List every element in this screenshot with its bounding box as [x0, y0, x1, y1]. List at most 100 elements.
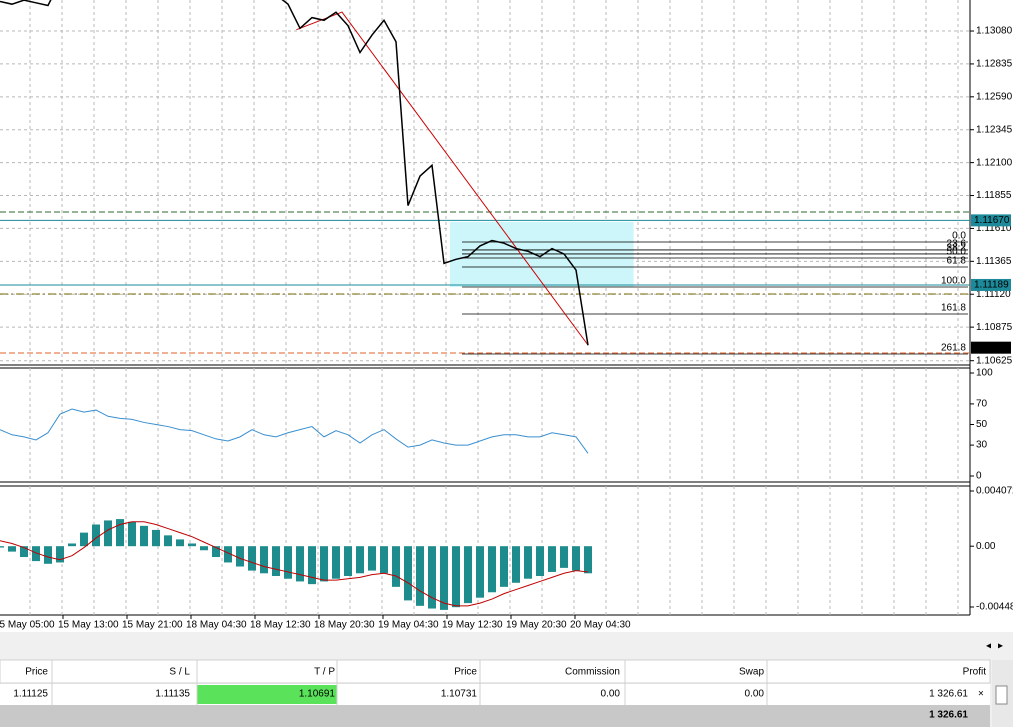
macd-bar [416, 546, 424, 606]
macd-tick-label: 0.004072 [976, 486, 1013, 497]
macd-bar [32, 546, 40, 562]
price-line [0, 0, 589, 346]
time-label: 20 May 04:30 [570, 620, 631, 631]
fib-label: 100.0 [941, 276, 966, 287]
macd-bar [332, 546, 340, 579]
column-header: T / P [314, 667, 335, 678]
level-label: 1.11670 [974, 215, 1010, 226]
macd-bar [548, 546, 556, 572]
price-tick-label: 1.11365 [976, 256, 1012, 267]
macd-bar [344, 546, 352, 577]
macd-bar [0, 546, 4, 548]
macd-bar [500, 546, 508, 587]
macd-bar [176, 539, 184, 547]
macd-bar [56, 546, 64, 563]
cell: 0.00 [601, 689, 621, 700]
rsi-line [0, 408, 589, 454]
macd-bar [212, 546, 220, 558]
rsi-tick-label: 70 [976, 399, 988, 410]
macd-bar [236, 546, 244, 567]
macd-bar [368, 546, 376, 571]
macd-bar [128, 521, 136, 547]
macd-bar [308, 546, 316, 585]
zone [450, 221, 634, 287]
level-label: 1.10722 [974, 342, 1011, 353]
rsi-tick-label: 100 [976, 368, 993, 379]
macd-bar [260, 546, 268, 574]
macd-bar [92, 524, 100, 547]
macd-bar [536, 546, 544, 577]
macd-bar [104, 520, 112, 547]
macd-bar [8, 546, 16, 552]
macd-bar [380, 546, 388, 574]
time-label: 19 May 12:30 [442, 620, 503, 631]
time-label: 15 May 05:00 [0, 620, 55, 631]
level-label-bg [971, 214, 1011, 227]
time-label: 19 May 04:30 [378, 620, 439, 631]
fib-label: 161.8 [941, 303, 966, 314]
price-tick-label: 1.11855 [976, 190, 1012, 201]
column-header: Swap [739, 667, 764, 678]
price-tick-label: 1.10625 [976, 355, 1013, 366]
scroll-right[interactable]: ▸ [998, 641, 1003, 652]
time-label: 18 May 04:30 [186, 620, 247, 631]
fib-label: 23.6 [947, 239, 967, 250]
rsi-tick-label: 50 [976, 419, 988, 430]
time-label: 15 May 21:00 [122, 620, 183, 631]
level-label-bg [971, 278, 1011, 291]
column-header: Profit [963, 667, 987, 678]
scroll-left[interactable]: ◂ [986, 641, 991, 652]
macd-tick-label: 0.00 [976, 541, 996, 552]
macd-bar [152, 529, 160, 547]
cell: 1.11125 [13, 689, 48, 700]
column-header: S / L [169, 667, 190, 678]
macd-bar [356, 546, 364, 574]
macd-bar [428, 546, 436, 609]
scrollbar-thumb[interactable] [995, 685, 1008, 705]
column-header: Price [25, 667, 48, 678]
macd-bar [188, 543, 196, 547]
macd-bar [248, 546, 256, 571]
rsi-tick-label: 0 [976, 471, 982, 482]
macd-bar [140, 525, 148, 547]
macd-bar [512, 546, 520, 583]
level-label-bg [971, 341, 1011, 354]
macd-bar [224, 546, 232, 563]
price-tick-label: 1.11120 [976, 289, 1011, 300]
fib-label: 0.0 [952, 231, 966, 242]
macd-bar [524, 546, 532, 579]
macd-bar [284, 546, 292, 579]
price-tick-label: 1.12345 [976, 124, 1013, 135]
macd-bar [320, 546, 328, 582]
trendline [296, 11, 589, 346]
fib-label: 38.2 [947, 243, 967, 254]
fib-label: 261.8 [941, 343, 966, 354]
macd-bar [392, 546, 400, 587]
price-tick-label: 1.12100 [976, 157, 1013, 168]
macd-bar [296, 546, 304, 582]
macd-bar [44, 546, 52, 564]
column-header: Price [454, 667, 477, 678]
cell: 1.10731 [441, 689, 478, 700]
time-label: 19 May 20:30 [506, 620, 567, 631]
table-row[interactable] [0, 684, 990, 705]
macd-bar [272, 546, 280, 577]
rsi-tick-label: 30 [976, 440, 988, 451]
macd-bar [560, 546, 568, 568]
price-tick-label: 1.12590 [976, 91, 1013, 102]
macd-bar [200, 546, 208, 551]
macd-signal [0, 521, 589, 607]
cell: 1.11135 [155, 689, 190, 700]
column-header: Commission [565, 667, 620, 678]
table-total-row [0, 705, 990, 727]
macd-bar [476, 546, 484, 598]
close-position[interactable]: × [978, 689, 984, 700]
level-label: 1.11189 [974, 280, 1009, 291]
macd-bar [464, 546, 472, 604]
cell: 1 326.61 [929, 689, 968, 700]
total-profit: 1 326.61 [929, 710, 968, 721]
macd-bar [116, 519, 124, 547]
price-tick-label: 1.11610 [976, 223, 1012, 234]
price-tick-label: 1.10875 [976, 322, 1013, 333]
